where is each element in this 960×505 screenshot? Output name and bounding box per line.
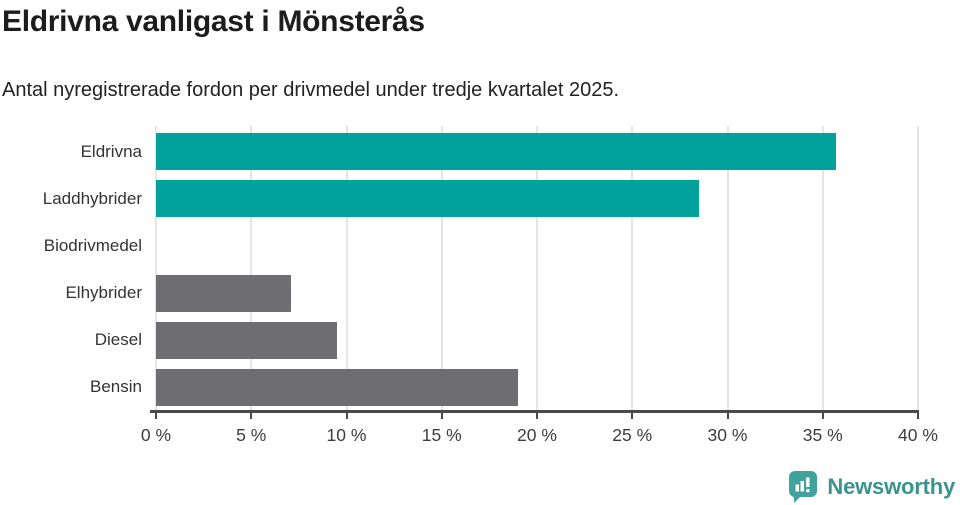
category-label: Elhybrider xyxy=(65,283,142,303)
category-label: Laddhybrider xyxy=(42,188,142,208)
chart-subtitle: Antal nyregistrerade fordon per drivmede… xyxy=(2,79,620,101)
gridline xyxy=(250,126,253,411)
category-label: Eldrivna xyxy=(80,141,142,161)
gridline xyxy=(440,126,443,411)
category-label: Bensin xyxy=(90,377,142,397)
brand-footer: Newsworthy xyxy=(787,470,955,503)
gridline xyxy=(155,126,157,411)
axis-tick-label: 40 % xyxy=(898,425,938,445)
gridline xyxy=(726,126,729,411)
bar-bensin xyxy=(156,368,518,406)
axis-tick-label: 10 % xyxy=(326,425,367,445)
x-axis-line xyxy=(150,410,919,413)
gridline xyxy=(345,126,348,411)
axis-tick xyxy=(917,413,919,419)
bar-eldrivna xyxy=(156,133,837,171)
axis-tick xyxy=(345,413,348,419)
axis-tick-label: 35 % xyxy=(802,425,843,445)
gridline xyxy=(821,126,824,411)
axis-tick-label: 20 % xyxy=(517,425,557,445)
axis-tick xyxy=(631,413,634,419)
bar-elhybrider xyxy=(156,274,292,312)
axis-tick xyxy=(821,413,824,419)
axis-tick xyxy=(726,413,729,419)
axis-tick-label: 5 % xyxy=(236,425,267,445)
axis-tick xyxy=(440,413,443,419)
brand-name: Newsworthy xyxy=(827,473,955,499)
axis-tick xyxy=(250,413,253,419)
gridline xyxy=(536,126,538,411)
bar-laddhybrider xyxy=(156,180,699,218)
axis-tick-label: 0 % xyxy=(140,425,172,445)
axis-tick-label: 30 % xyxy=(707,425,748,445)
category-label: Biodrivmedel xyxy=(43,235,142,255)
axis-tick-label: 25 % xyxy=(612,425,653,445)
gridline xyxy=(917,126,919,411)
axis-tick xyxy=(155,413,157,419)
category-label: Diesel xyxy=(94,330,142,350)
bar-diesel xyxy=(156,321,337,359)
axis-tick xyxy=(536,413,538,419)
plot-area xyxy=(155,126,919,411)
gridline xyxy=(631,126,634,411)
newsworthy-logo-icon xyxy=(789,471,818,503)
chart-title: Eldrivna vanligast i Mönsterås xyxy=(2,5,425,38)
axis-tick-label: 15 % xyxy=(421,425,462,445)
